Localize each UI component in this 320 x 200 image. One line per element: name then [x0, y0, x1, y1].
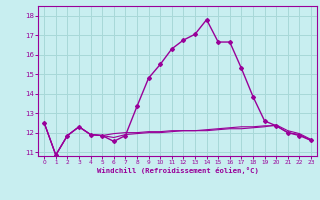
X-axis label: Windchill (Refroidissement éolien,°C): Windchill (Refroidissement éolien,°C)	[97, 167, 259, 174]
